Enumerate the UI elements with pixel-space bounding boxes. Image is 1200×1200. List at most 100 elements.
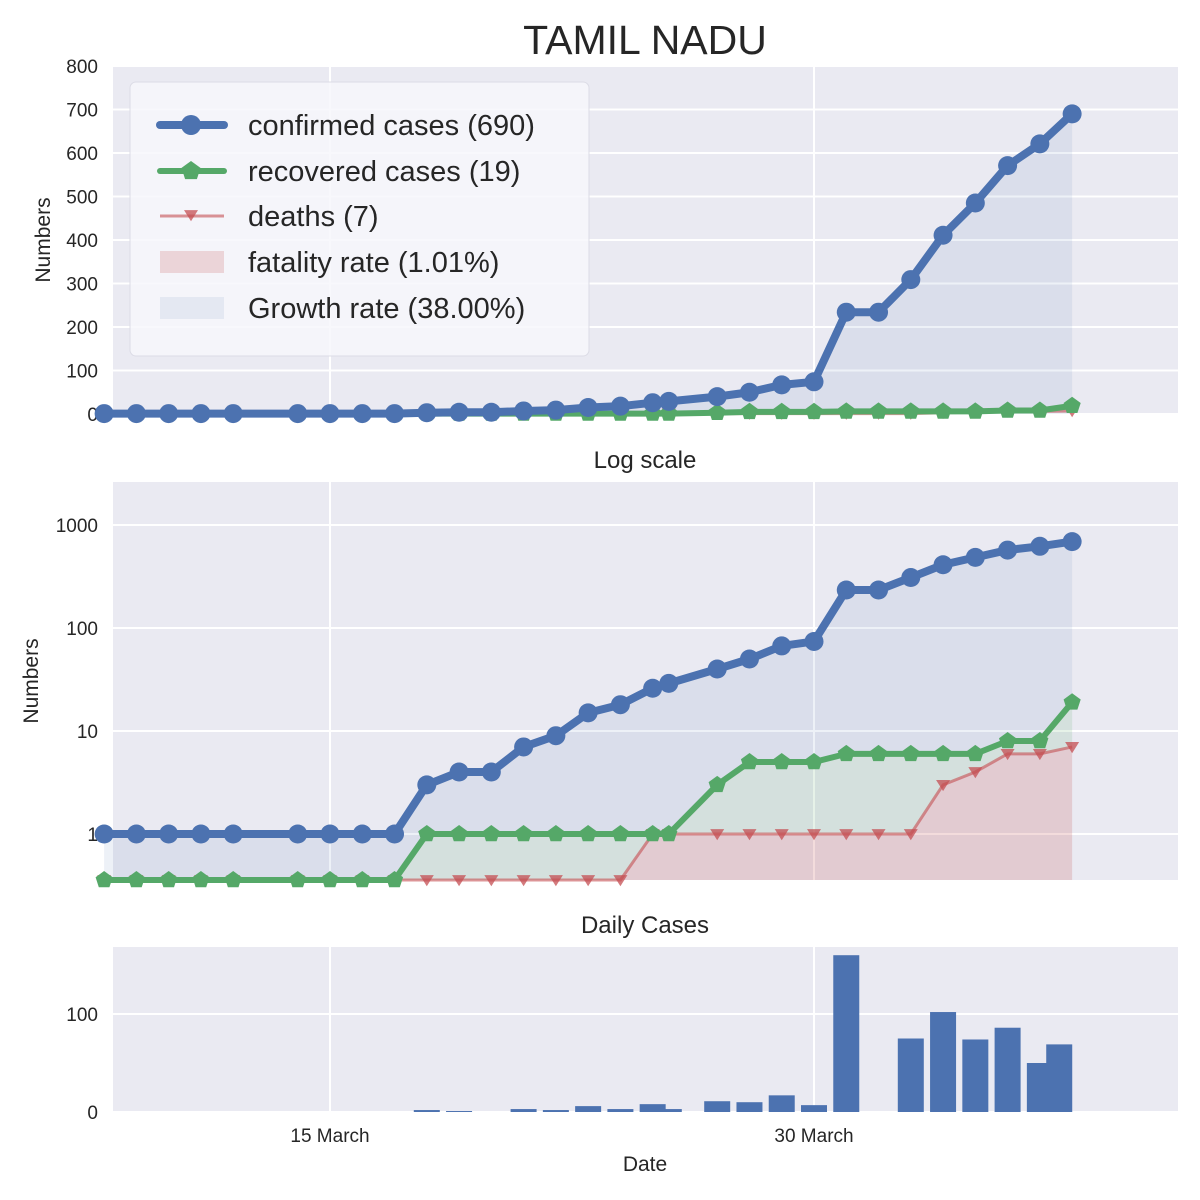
deaths-marker-log: [742, 829, 757, 841]
y-tick-label-linear: 300: [66, 275, 98, 296]
daily-bar: [655, 1109, 682, 1112]
confirmed-marker-log: [578, 703, 598, 723]
confirmed-marker-linear: [1062, 104, 1082, 124]
deaths-marker-log: [839, 829, 854, 841]
confirmed-marker-log: [514, 737, 534, 757]
confirmed-marker-linear: [159, 404, 179, 424]
confirmed-marker-linear: [933, 225, 953, 245]
legend-label: fatality rate (1.01%): [248, 247, 499, 279]
x-axis-label: Date: [623, 1153, 667, 1176]
recovered-marker-log: [386, 871, 404, 888]
confirmed-marker-linear: [901, 270, 921, 290]
confirmed-marker-linear: [836, 302, 856, 322]
recovered-marker-linear: [837, 402, 855, 419]
recovered-marker-log: [321, 871, 339, 888]
confirmed-marker-linear: [643, 393, 663, 413]
recovered-marker-linear: [708, 403, 726, 420]
confirmed-marker-linear: [546, 400, 566, 420]
confirmed-marker-log: [159, 824, 179, 844]
confirmed-marker-linear: [385, 404, 405, 424]
confirmed-marker-linear: [514, 401, 534, 421]
y-tick-label-linear: 600: [66, 144, 98, 165]
deaths-marker-log: [774, 829, 789, 841]
recovered-marker-log: [224, 871, 242, 888]
confirmed-marker-log: [998, 540, 1018, 560]
confirmed-marker-log: [385, 824, 405, 844]
recovered-marker-log: [547, 825, 565, 842]
legend-label: confirmed cases (690): [248, 110, 535, 142]
recovered-marker-log: [708, 775, 726, 793]
confirmed-marker-linear: [288, 404, 308, 424]
recovered-marker-linear: [870, 402, 888, 419]
recovered-marker-linear: [773, 402, 791, 420]
x-tick-label: 30 March: [774, 1126, 853, 1147]
confirmed-marker-log: [965, 547, 985, 567]
daily-bar: [962, 1039, 989, 1112]
recovered-marker-log: [515, 825, 533, 842]
deaths-marker-log: [936, 779, 951, 792]
confirmed-marker-linear: [659, 391, 679, 411]
deaths-marker-log: [871, 829, 886, 841]
recovered-marker-linear: [1031, 401, 1049, 418]
y-tick-label-linear: 800: [66, 57, 98, 78]
log-panel-title: Log scale: [594, 447, 697, 474]
deaths-marker-log: [710, 829, 725, 841]
daily-bar: [1046, 1044, 1073, 1112]
y-axis-label-linear: Numbers: [32, 197, 55, 282]
confirmed-marker-log: [804, 631, 824, 651]
confirmed-marker-log: [352, 824, 372, 844]
y-tick-label-log: 1000: [56, 516, 98, 537]
daily-bar: [801, 1105, 827, 1112]
recovered-marker-log: [192, 871, 210, 888]
recovered-marker-linear: [966, 402, 984, 419]
confirmed-marker-linear: [772, 375, 792, 395]
x-tick-label: 15 March: [290, 1126, 369, 1147]
growth-area-linear: [104, 113, 1073, 414]
confirmed-marker-log: [659, 673, 679, 693]
y-tick-label-linear: 500: [66, 188, 98, 209]
daily-bar: [542, 1110, 569, 1112]
confirmed-marker-linear: [707, 387, 727, 407]
confirmed-marker-log: [869, 580, 889, 600]
recovered-marker-log: [870, 744, 888, 762]
confirmed-marker-linear: [481, 402, 501, 422]
deaths-marker-log: [581, 875, 596, 887]
recovered-marker-log: [999, 732, 1017, 749]
legend-label: recovered cases (19): [248, 156, 520, 188]
recovered-marker-linear: [1063, 396, 1081, 413]
recovered-marker-linear: [740, 402, 758, 420]
recovered-marker-log: [127, 871, 145, 888]
confirmed-marker-linear: [1030, 134, 1050, 154]
deaths-marker-log: [419, 875, 434, 887]
deaths-marker-log: [613, 875, 628, 887]
recovered-marker-linear: [805, 402, 823, 420]
deaths-marker-log: [516, 875, 531, 887]
recovered-marker-log: [353, 871, 371, 888]
recovered-marker-linear: [999, 401, 1017, 418]
deaths-marker-log: [968, 767, 983, 779]
daily-bar: [607, 1109, 634, 1112]
confirmed-marker-log: [772, 636, 792, 656]
confirmed-marker-linear: [998, 156, 1018, 176]
confirmed-marker-log: [126, 824, 146, 844]
recovered-marker-log: [418, 825, 436, 842]
confirmed-marker-log: [1062, 532, 1082, 552]
confirmed-marker-linear: [610, 396, 630, 416]
legend-swatch-fatality: [160, 251, 224, 273]
daily-bar: [768, 1095, 795, 1112]
recovered-marker-linear: [934, 402, 952, 419]
deaths-marker-log: [1032, 748, 1047, 761]
recovered-marker-log: [160, 871, 178, 888]
recovered-marker-linear: [902, 402, 920, 419]
legend-marker-recovered: [181, 161, 201, 180]
y-tick-label-daily: 0: [87, 1103, 98, 1124]
confirmed-marker-log: [739, 649, 759, 669]
confirmed-marker-log: [1030, 536, 1050, 556]
confirmed-marker-linear: [320, 404, 340, 424]
daily-bar: [897, 1038, 924, 1112]
confirmed-marker-log: [417, 775, 437, 795]
recovered-marker-log: [1063, 693, 1081, 710]
legend-label: Growth rate (38.00%): [248, 293, 525, 325]
